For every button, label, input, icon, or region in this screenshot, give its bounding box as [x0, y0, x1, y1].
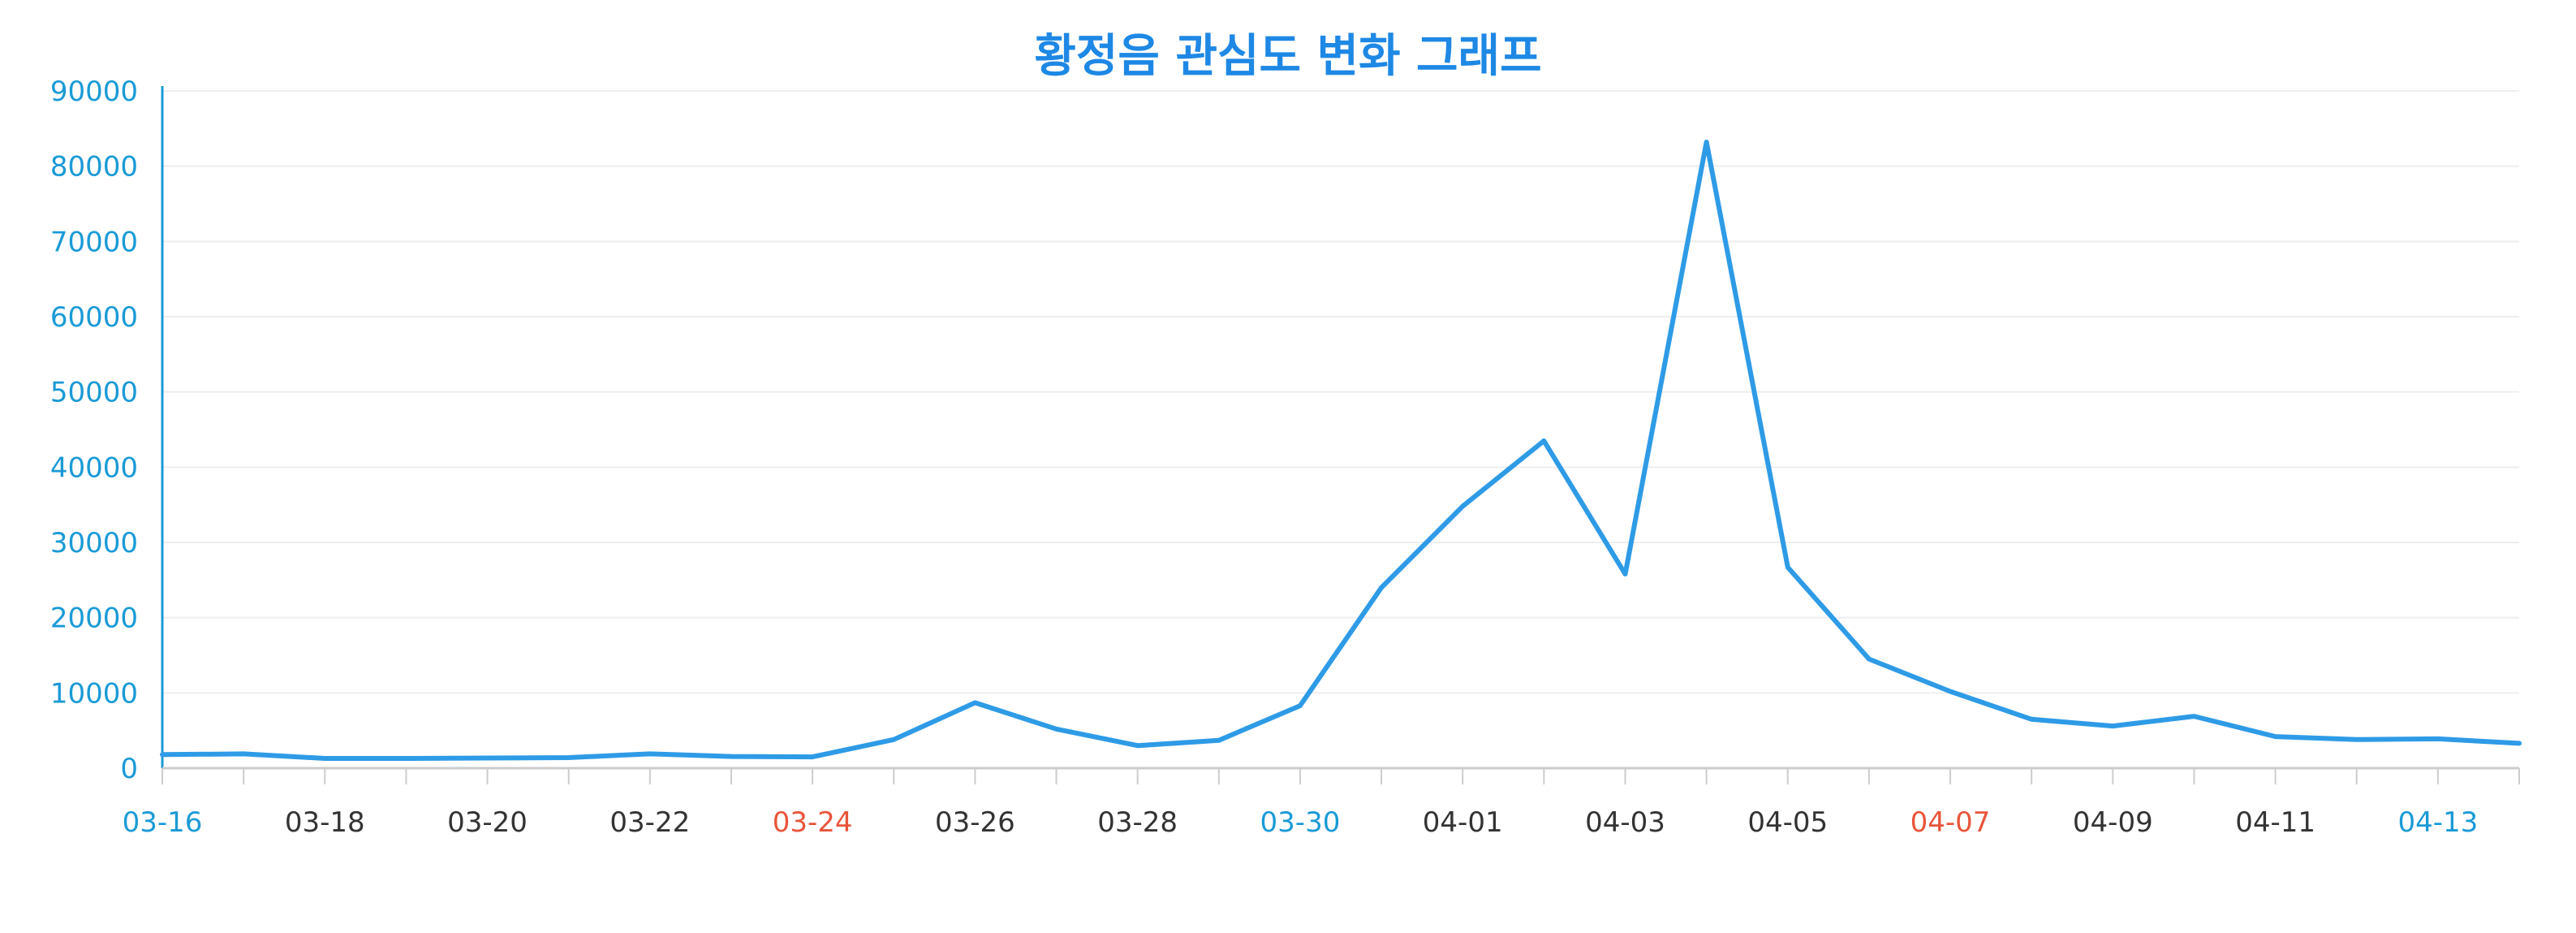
y-tick-label: 10000 — [50, 677, 138, 710]
y-tick-label: 0 — [120, 753, 138, 785]
y-tick-label: 20000 — [50, 603, 138, 635]
x-tick-label: 03-26 — [935, 806, 1015, 839]
x-axis: 03-16 03-18 03-20 03-22 03-24 03-26 03-28 03-30… — [123, 767, 2520, 839]
x-tick-label: 03-16 — [123, 806, 203, 839]
x-tick-label: 04-05 — [1747, 806, 1828, 839]
x-tick-label: 04-01 — [1423, 806, 1503, 839]
y-tick-label: 50000 — [50, 377, 138, 409]
y-tick-label: 70000 — [50, 226, 138, 258]
x-tick-label: 03-22 — [610, 806, 690, 839]
x-tick-label: 04-09 — [2073, 806, 2153, 839]
x-tick-label: 03-24 — [773, 806, 853, 839]
x-tick-label: 03-20 — [447, 806, 528, 839]
x-tick-label: 03-30 — [1260, 806, 1341, 839]
series-line-0 — [160, 140, 2522, 761]
y-tick-label: 90000 — [50, 76, 138, 108]
x-tick-label: 04-13 — [2397, 806, 2478, 839]
y-tick-label: 30000 — [50, 527, 138, 559]
x-tick-label: 04-11 — [2235, 806, 2315, 839]
x-tick-label: 04-07 — [1910, 806, 1991, 839]
series-layer — [160, 140, 2522, 761]
chart-title: 황정음 관심도 변화 그래프 — [1034, 30, 1542, 83]
x-tick-label: 03-28 — [1097, 806, 1178, 839]
y-axis: 0 10000 20000 30000 40000 50000 60000 70000 8000… — [50, 76, 164, 785]
x-tick-label: 03-18 — [285, 806, 365, 839]
y-tick-label: 40000 — [50, 451, 138, 484]
y-tick-label: 60000 — [50, 301, 138, 334]
x-tick-label: 04-03 — [1585, 806, 1665, 839]
y-tick-label: 80000 — [50, 151, 138, 184]
grid-lines — [162, 90, 2519, 694]
